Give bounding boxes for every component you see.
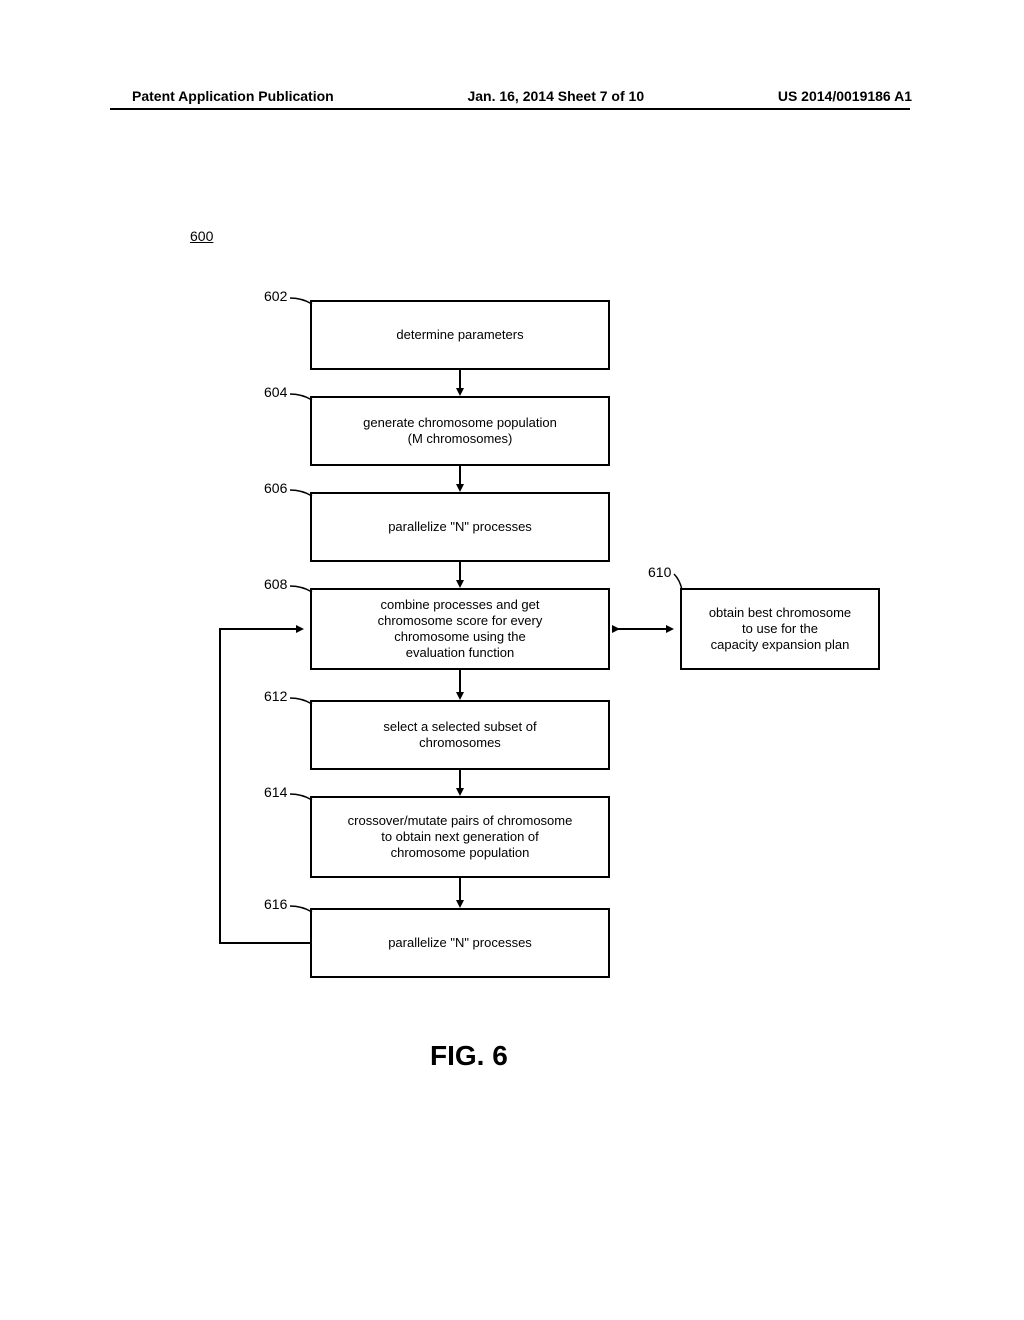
page-header: Patent Application Publication Jan. 16, … [0,88,1024,104]
box-602: determine parameters [310,300,610,370]
box-604-text: generate chromosome population (M chromo… [363,415,557,448]
ref-602: 602 [264,288,287,304]
box-610-line3: capacity expansion plan [711,637,850,652]
box-608: combine processes and get chromosome sco… [310,588,610,670]
ref-614: 614 [264,784,287,800]
box-614-line3: chromosome population [391,845,530,860]
box-608-line4: evaluation function [406,645,514,660]
header-rule [110,108,910,110]
box-608-line1: combine processes and get [381,597,540,612]
box-612-line1: select a selected subset of [383,719,536,734]
box-612-line2: chromosomes [419,735,501,750]
leader-616 [290,906,312,912]
box-612: select a selected subset of chromosomes [310,700,610,770]
ref-606: 606 [264,480,287,496]
leader-602 [290,298,312,304]
page: Patent Application Publication Jan. 16, … [0,0,1024,1320]
box-614-line2: to obtain next generation of [381,829,539,844]
ref-608: 608 [264,576,287,592]
box-614-line1: crossover/mutate pairs of chromosome [348,813,573,828]
box-610: obtain best chromosome to use for the ca… [680,588,880,670]
header-center: Jan. 16, 2014 Sheet 7 of 10 [467,88,644,104]
ref-604: 604 [264,384,287,400]
box-604-line1: generate chromosome population [363,415,557,430]
ref-610: 610 [648,564,671,580]
box-602-text: determine parameters [396,327,523,343]
box-612-text: select a selected subset of chromosomes [383,719,536,752]
header-left: Patent Application Publication [132,88,334,104]
ref-612: 612 [264,688,287,704]
box-604: generate chromosome population (M chromo… [310,396,610,466]
box-608-line3: chromosome using the [394,629,526,644]
leader-606 [290,490,312,496]
ref-616: 616 [264,896,287,912]
leader-612 [290,698,312,704]
figure-number: 600 [190,228,213,244]
box-606: parallelize "N" processes [310,492,610,562]
box-610-line1: obtain best chromosome [709,605,851,620]
box-608-line2: chromosome score for every [378,613,543,628]
leader-614 [290,794,312,800]
box-610-text: obtain best chromosome to use for the ca… [709,605,851,654]
box-604-line2: (M chromosomes) [408,431,513,446]
box-616-text: parallelize "N" processes [388,935,532,951]
header-right: US 2014/0019186 A1 [778,88,912,104]
box-606-text: parallelize "N" processes [388,519,532,535]
box-616: parallelize "N" processes [310,908,610,978]
box-608-text: combine processes and get chromosome sco… [378,597,543,662]
leader-604 [290,394,312,400]
leader-608 [290,586,312,592]
figure-title: FIG. 6 [430,1040,508,1072]
box-614: crossover/mutate pairs of chromosome to … [310,796,610,878]
box-614-text: crossover/mutate pairs of chromosome to … [348,813,573,862]
box-610-line2: to use for the [742,621,818,636]
